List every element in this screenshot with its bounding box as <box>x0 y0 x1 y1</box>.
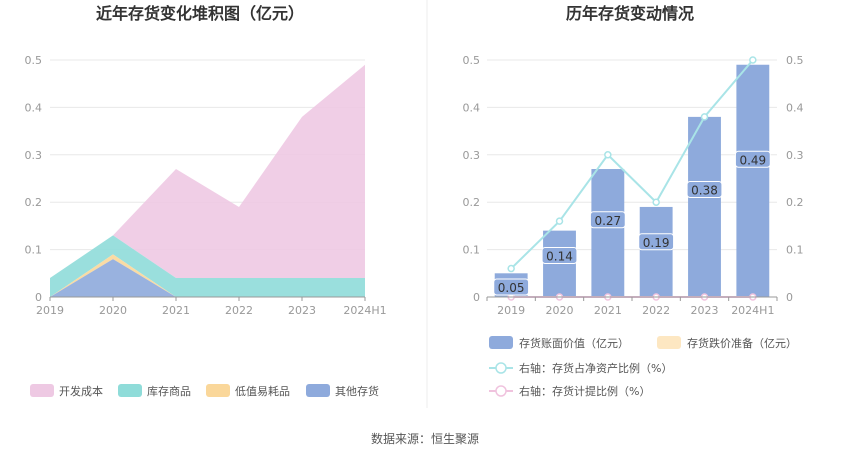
legend-swatch <box>30 384 54 397</box>
legend-label: 低值易耗品 <box>235 385 290 398</box>
bar <box>688 116 721 297</box>
y-tick-label: 0 <box>35 291 42 304</box>
line-右轴：存货占净资产比例（%） <box>510 59 754 270</box>
line-point <box>555 217 564 225</box>
area-chart-legend: 开发成本 库存商品 低值易耗品 其他存货 <box>30 384 379 398</box>
area-其他存货 <box>50 259 365 297</box>
y-tick-label: 0 <box>473 291 480 304</box>
legend-swatch <box>118 384 142 397</box>
y-tick-label: 0.5 <box>463 54 481 67</box>
x-tick-label: 2021 <box>162 304 190 317</box>
y2-tick-label: 0.1 <box>786 244 804 257</box>
area-库存商品 <box>50 235 365 297</box>
x-tick-label: 2021 <box>594 304 622 317</box>
bar-chart-bars <box>494 64 770 298</box>
legend-label: 右轴：存货计提比例（%） <box>519 384 650 398</box>
y2-tick-label: 0 <box>786 291 793 304</box>
line-point <box>652 198 660 206</box>
y-tick-label: 0.2 <box>463 196 481 209</box>
legend-swatch <box>489 336 513 349</box>
line-point <box>749 56 757 64</box>
bar-chart-x-axis: 2019 2020 2021 2022 2023 2024H1 <box>486 296 778 317</box>
x-tick-label: 2019 <box>36 304 64 317</box>
data-label-box <box>493 278 530 296</box>
legend-swatch-marker <box>495 362 507 374</box>
x-tick-label: 2022 <box>225 304 253 317</box>
area-低值易耗品 <box>50 254 365 297</box>
line-point <box>700 113 709 121</box>
inventory-bar-chart: 历年存货变动情况 0.050.140.270.190.380.49 2019 20… <box>463 4 804 398</box>
data-label-box <box>686 181 723 199</box>
stacked-area-chart: 近年存货变化堆积图（亿元） 2019 2020 2021 2022 2023 2024H1… <box>25 4 387 398</box>
legend-label: 右轴：存货占净资产比例（%） <box>519 361 672 375</box>
bar <box>736 64 770 298</box>
area-开发成本 <box>50 64 365 279</box>
y-tick-label: 0.1 <box>25 244 43 257</box>
legend-swatch <box>306 384 330 397</box>
y2-tick-label: 0.4 <box>786 101 804 114</box>
data-label: 0.19 <box>643 236 670 250</box>
x-tick-label: 2024H1 <box>731 304 774 317</box>
data-label: 0.14 <box>546 250 573 264</box>
y-tick-label: 0.4 <box>463 101 481 114</box>
data-label: 0.49 <box>739 153 766 167</box>
data-label-box <box>734 150 771 168</box>
data-label: 0.05 <box>498 281 525 295</box>
line-point <box>507 264 515 273</box>
data-label-box <box>589 211 626 229</box>
y-tick-label: 0.1 <box>463 244 481 257</box>
legend-label: 存货跌价准备（亿元） <box>687 336 797 350</box>
bar-chart-data-labels: 0.05 0.14 0.27 0.19 0.38 0.49 <box>493 150 771 296</box>
bar-chart-right-y-axis: 0 0.1 0.2 0.3 0.4 0.5 <box>786 54 804 304</box>
area-chart-title: 近年存货变化堆积图（亿元） <box>96 4 304 23</box>
legend-swatch <box>206 384 230 397</box>
legend-label: 其他存货 <box>335 384 379 398</box>
x-tick-label: 2023 <box>691 304 719 317</box>
bar-chart-legend: 存货账面价值（亿元） 存货跌价准备（亿元） 右轴：存货占净资产比例（%） 右轴：存货计… <box>489 336 797 398</box>
y2-tick-label: 0.2 <box>786 196 804 209</box>
data-source-label: 数据来源：恒生聚源 <box>371 431 479 446</box>
data-label-box <box>638 233 675 251</box>
x-tick-label: 2019 <box>497 304 525 317</box>
data-label: 0.38 <box>691 184 718 198</box>
area-chart-areas <box>50 64 365 297</box>
y-tick-label: 0.3 <box>25 149 43 162</box>
bar-chart-title: 历年存货变动情况 <box>566 4 694 23</box>
bar <box>591 169 625 297</box>
x-tick-label: 2023 <box>288 304 316 317</box>
bar-chart-gridlines <box>487 59 777 251</box>
bar <box>639 206 673 297</box>
y2-tick-label: 0.3 <box>786 149 804 162</box>
bar-chart-left-y-axis: 0 0.1 0.2 0.3 0.4 0.5 <box>463 54 481 304</box>
legend-swatch-marker <box>495 385 507 397</box>
x-tick-label: 2024H1 <box>343 304 386 317</box>
y-tick-label: 0.2 <box>25 196 43 209</box>
y-tick-label: 0.4 <box>25 101 43 114</box>
area-chart-y-axis: 0 0.1 0.2 0.3 0.4 0.5 <box>25 54 43 304</box>
data-label: 0.27 <box>594 214 621 228</box>
line-point <box>604 151 612 159</box>
legend-swatch <box>657 336 681 349</box>
x-tick-label: 2022 <box>642 304 670 317</box>
data-label-box <box>541 247 578 265</box>
y2-tick-label: 0.5 <box>786 54 804 67</box>
legend-label: 开发成本 <box>59 384 103 398</box>
y-tick-label: 0.5 <box>25 54 43 67</box>
legend-label: 存货账面价值（亿元） <box>519 336 629 350</box>
x-tick-label: 2020 <box>99 304 127 317</box>
area-chart-x-axis: 2019 2020 2021 2022 2023 2024H1 <box>36 296 387 317</box>
legend-label: 库存商品 <box>147 384 191 398</box>
y-tick-label: 0.3 <box>463 149 481 162</box>
x-tick-label: 2020 <box>546 304 574 317</box>
